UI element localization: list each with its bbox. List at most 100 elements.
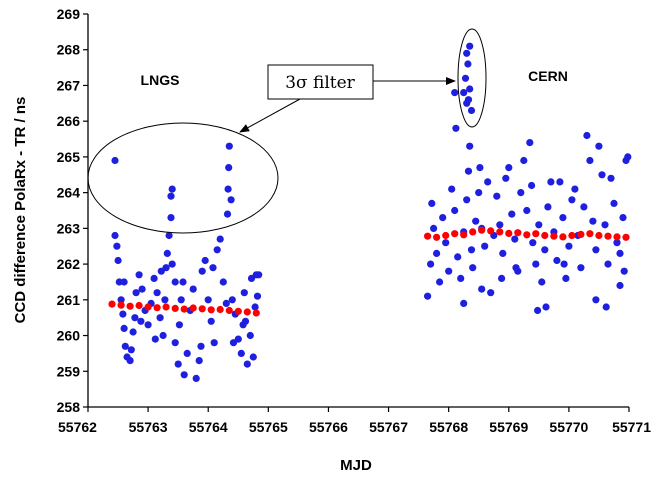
- trend-point: [225, 306, 233, 315]
- data-point: [535, 221, 543, 229]
- trend-point: [433, 233, 441, 241]
- data-point: [484, 178, 492, 186]
- data-point: [571, 185, 579, 193]
- data-point: [577, 264, 585, 272]
- trend-point: [496, 228, 504, 236]
- trend-point: [487, 227, 495, 235]
- data-point: [478, 285, 486, 293]
- data-point: [237, 349, 245, 357]
- data-point: [445, 267, 453, 275]
- data-point: [568, 196, 576, 204]
- data-point: [159, 331, 167, 340]
- data-point: [207, 317, 215, 325]
- data-point: [589, 217, 597, 225]
- trend-point: [108, 300, 116, 308]
- data-point: [209, 264, 217, 272]
- data-point: [436, 278, 444, 286]
- data-point: [228, 296, 236, 304]
- filter-label-box: [267, 64, 374, 100]
- data-point: [219, 278, 227, 286]
- x-tick-label: 55764: [189, 419, 228, 435]
- x-tick-label: 55771: [612, 419, 651, 435]
- data-point: [528, 181, 536, 190]
- data-point: [126, 357, 134, 365]
- data-point: [586, 156, 594, 165]
- trend-point: [622, 233, 630, 241]
- y-tick-label: 264: [57, 185, 81, 201]
- cern-label: CERN: [528, 68, 568, 84]
- data-point: [475, 189, 483, 197]
- data-point: [427, 260, 435, 268]
- data-point: [580, 203, 588, 211]
- data-point: [469, 264, 477, 272]
- data-point: [229, 339, 238, 347]
- data-point: [241, 317, 250, 325]
- trend-point: [469, 228, 477, 236]
- lngs-label: LNGS: [141, 72, 180, 88]
- data-point: [529, 239, 537, 247]
- data-point: [129, 328, 137, 336]
- trend-point: [126, 302, 134, 310]
- data-point: [463, 196, 471, 204]
- data-point: [556, 178, 564, 186]
- trend-point: [153, 304, 161, 312]
- data-point: [174, 360, 182, 368]
- data-point: [499, 249, 507, 257]
- data-point: [150, 274, 158, 282]
- data-point: [592, 296, 600, 304]
- data-point: [255, 271, 263, 279]
- trend-point: [180, 305, 188, 313]
- y-tick-label: 258: [57, 399, 81, 415]
- data-point: [179, 278, 187, 286]
- x-tick-label: 55767: [369, 419, 408, 435]
- data-point: [161, 296, 169, 304]
- x-tick-label: 55768: [429, 419, 468, 435]
- data-point: [451, 89, 459, 97]
- data-point: [177, 296, 185, 304]
- trend-point: [559, 233, 567, 241]
- data-point: [151, 335, 159, 343]
- data-point: [601, 221, 609, 229]
- data-point: [454, 253, 462, 261]
- data-point: [472, 217, 480, 225]
- x-tick-label: 55766: [309, 419, 348, 435]
- data-point: [467, 246, 476, 254]
- data-point: [602, 303, 610, 311]
- trend-point: [252, 309, 260, 317]
- data-point: [428, 199, 436, 207]
- data-point: [433, 249, 441, 257]
- trend-point: [568, 231, 576, 240]
- data-point: [461, 74, 470, 82]
- data-point: [620, 267, 628, 275]
- data-point: [619, 214, 627, 222]
- y-tick-label: 266: [57, 113, 81, 129]
- x-ticks: 55762 55763 55764 55765 55766 55767 55768 55769…: [58, 407, 651, 435]
- trend-point: [144, 303, 152, 311]
- trend-point: [162, 303, 170, 311]
- data-point: [613, 239, 621, 247]
- data-point: [616, 281, 624, 290]
- cern-outlier-ellipse: [457, 28, 487, 128]
- data-point: [132, 289, 140, 297]
- data-points: [108, 42, 632, 382]
- trend-point: [460, 231, 468, 239]
- data-point: [460, 299, 468, 307]
- data-point: [183, 349, 191, 357]
- data-point: [198, 267, 206, 275]
- y-axis-title: CCD difference PolaRx - TR / ns: [12, 97, 29, 324]
- data-point: [481, 242, 489, 250]
- x-tick-label: 55765: [249, 419, 288, 435]
- data-point: [439, 214, 447, 222]
- data-point: [114, 256, 122, 265]
- trend-point: [604, 232, 612, 240]
- data-point: [538, 278, 546, 286]
- data-point: [156, 314, 164, 322]
- data-point: [171, 278, 179, 286]
- data-point: [493, 192, 501, 200]
- data-point: [502, 174, 510, 182]
- data-point: [224, 185, 232, 193]
- trend-point: [207, 306, 215, 314]
- plot-area: 258 259 260 261 262 263 264 265 266 267 268 269 557…: [57, 6, 652, 435]
- trend-point: [613, 233, 621, 241]
